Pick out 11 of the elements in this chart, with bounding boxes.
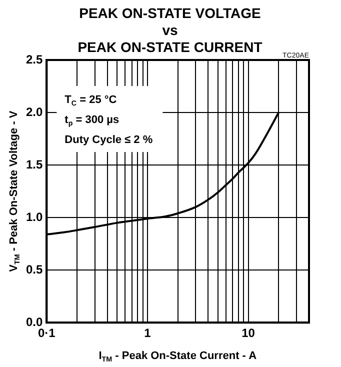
y-tick-label: 1.5 bbox=[26, 157, 43, 172]
x-tick-label: 10 bbox=[242, 326, 256, 340]
chart-title: PEAK ON-STATE VOLTAGE vs PEAK ON-STATE CURRENT bbox=[78, 4, 263, 55]
x-tick-label: 1 bbox=[144, 326, 152, 340]
y-tick-label: 0.5 bbox=[26, 262, 43, 276]
y-tick-label: 1.0 bbox=[26, 210, 43, 224]
x-tick-label: 0·1 bbox=[38, 326, 56, 340]
annotation: Duty Cycle ≤ 2 % bbox=[64, 134, 153, 146]
y-tick-label: 2.5 bbox=[26, 52, 43, 66]
y-tick-label: 2.0 bbox=[26, 104, 43, 119]
y-tick-label: 0.0 bbox=[26, 314, 43, 329]
